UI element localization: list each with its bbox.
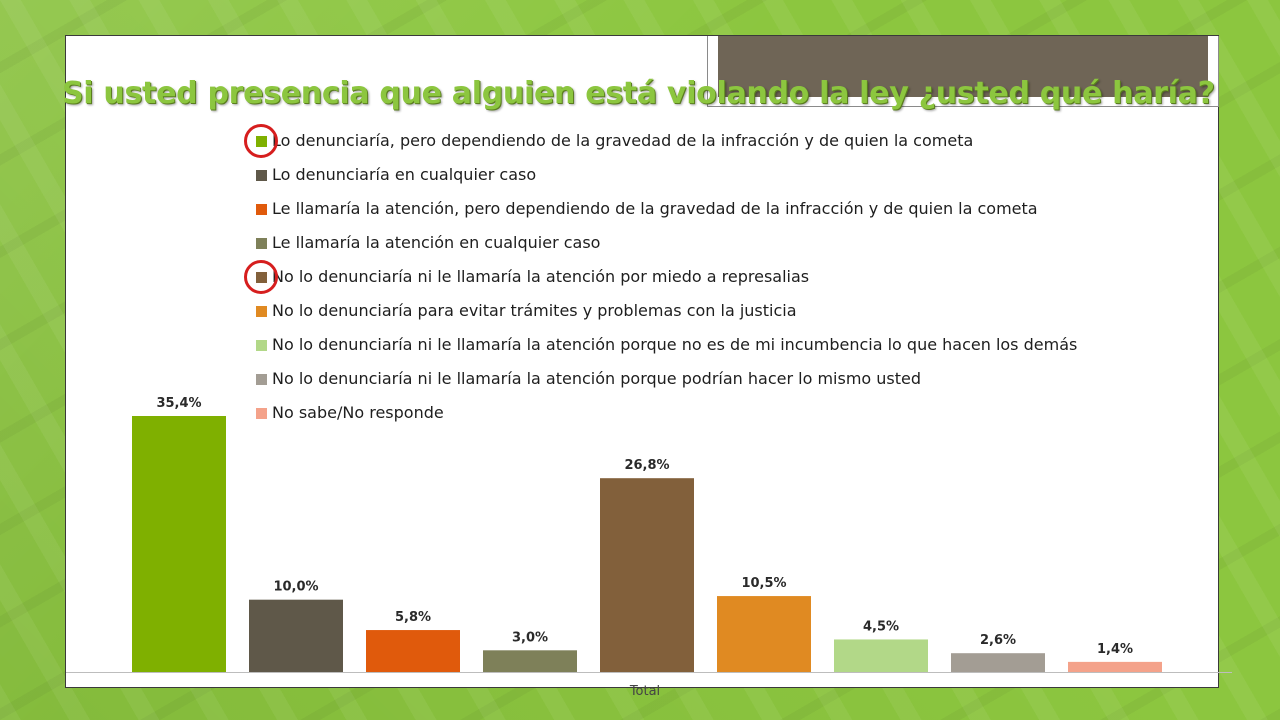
legend-label: No lo denunciaría ni le llamaría la aten… — [272, 369, 922, 388]
legend-label: Le llamaría la atención en cualquier cas… — [272, 233, 601, 252]
top-decor-box — [707, 36, 1219, 107]
legend-label: No lo denunciaría ni le llamaría la aten… — [272, 335, 1078, 354]
bar-value-label: 3,0% — [512, 630, 548, 645]
legend-label: No lo denunciaría ni le llamaría la aten… — [272, 267, 810, 286]
bar-value-label: 10,5% — [741, 576, 786, 591]
annotation-circle — [244, 260, 278, 294]
bar — [717, 596, 811, 672]
bar — [483, 650, 577, 672]
legend-label: No lo denunciaría para evitar trámites y… — [272, 301, 797, 320]
bar-value-label: 10,0% — [273, 580, 318, 595]
legend-label: Lo denunciaría, pero dependiendo de la g… — [272, 131, 974, 150]
legend-swatch — [256, 408, 267, 419]
bar — [951, 653, 1045, 672]
bar — [249, 599, 343, 672]
page-title: Si usted presencia que alguien está viol… — [62, 76, 1215, 111]
legend-swatch — [256, 170, 267, 181]
legend-swatch — [256, 204, 267, 215]
bar — [1068, 661, 1162, 672]
legend-label: Lo denunciaría en cualquier caso — [272, 165, 537, 184]
legend-swatch — [256, 374, 267, 385]
legend-label: Le llamaría la atención, pero dependiend… — [272, 199, 1038, 218]
legend-swatch — [256, 306, 267, 317]
bar — [600, 478, 694, 672]
bar-value-label: 5,8% — [395, 610, 431, 625]
annotation-circle — [244, 124, 278, 158]
bar-value-label: 2,6% — [980, 633, 1016, 648]
bar — [834, 639, 928, 672]
bar — [366, 630, 460, 672]
legend-swatch — [256, 238, 267, 249]
bar-value-label: 4,5% — [863, 619, 899, 634]
x-axis-label: Total — [629, 684, 661, 699]
bar — [132, 416, 226, 672]
bar-value-label: 26,8% — [624, 458, 669, 473]
legend-label: No sabe/No responde — [272, 403, 444, 422]
bar-value-label: 35,4% — [156, 396, 201, 411]
top-decor-fill — [718, 36, 1208, 97]
legend-swatch — [256, 340, 267, 351]
bar-value-label: 1,4% — [1097, 642, 1133, 657]
